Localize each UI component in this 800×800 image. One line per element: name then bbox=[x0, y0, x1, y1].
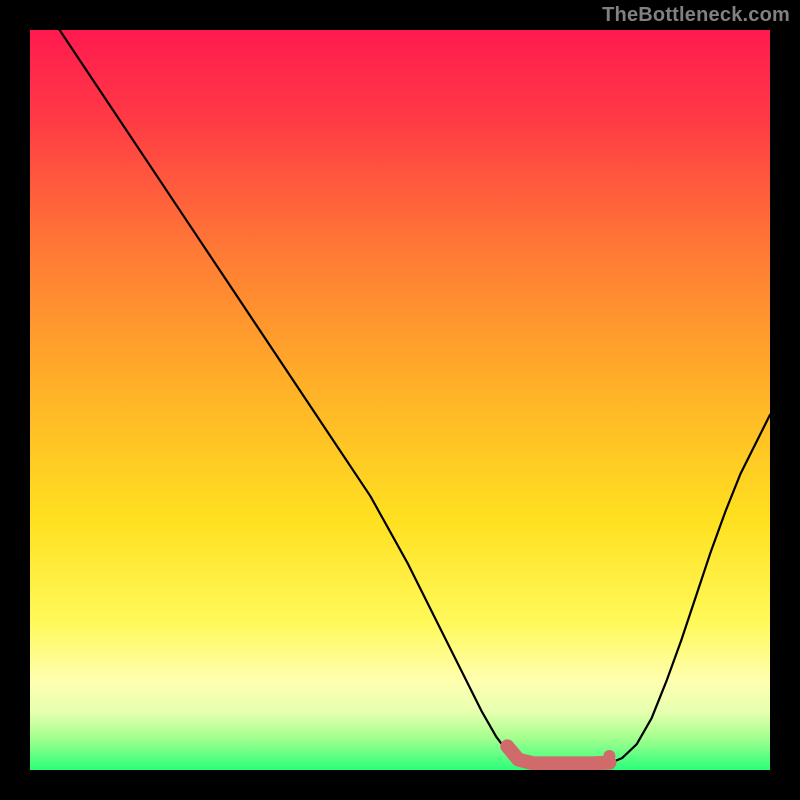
optimal-range-end-dot bbox=[603, 750, 615, 762]
chart-canvas: TheBottleneck.com bbox=[0, 0, 800, 800]
watermark-text: TheBottleneck.com bbox=[602, 4, 790, 27]
plot-area bbox=[30, 30, 770, 770]
gradient-background bbox=[30, 30, 770, 770]
